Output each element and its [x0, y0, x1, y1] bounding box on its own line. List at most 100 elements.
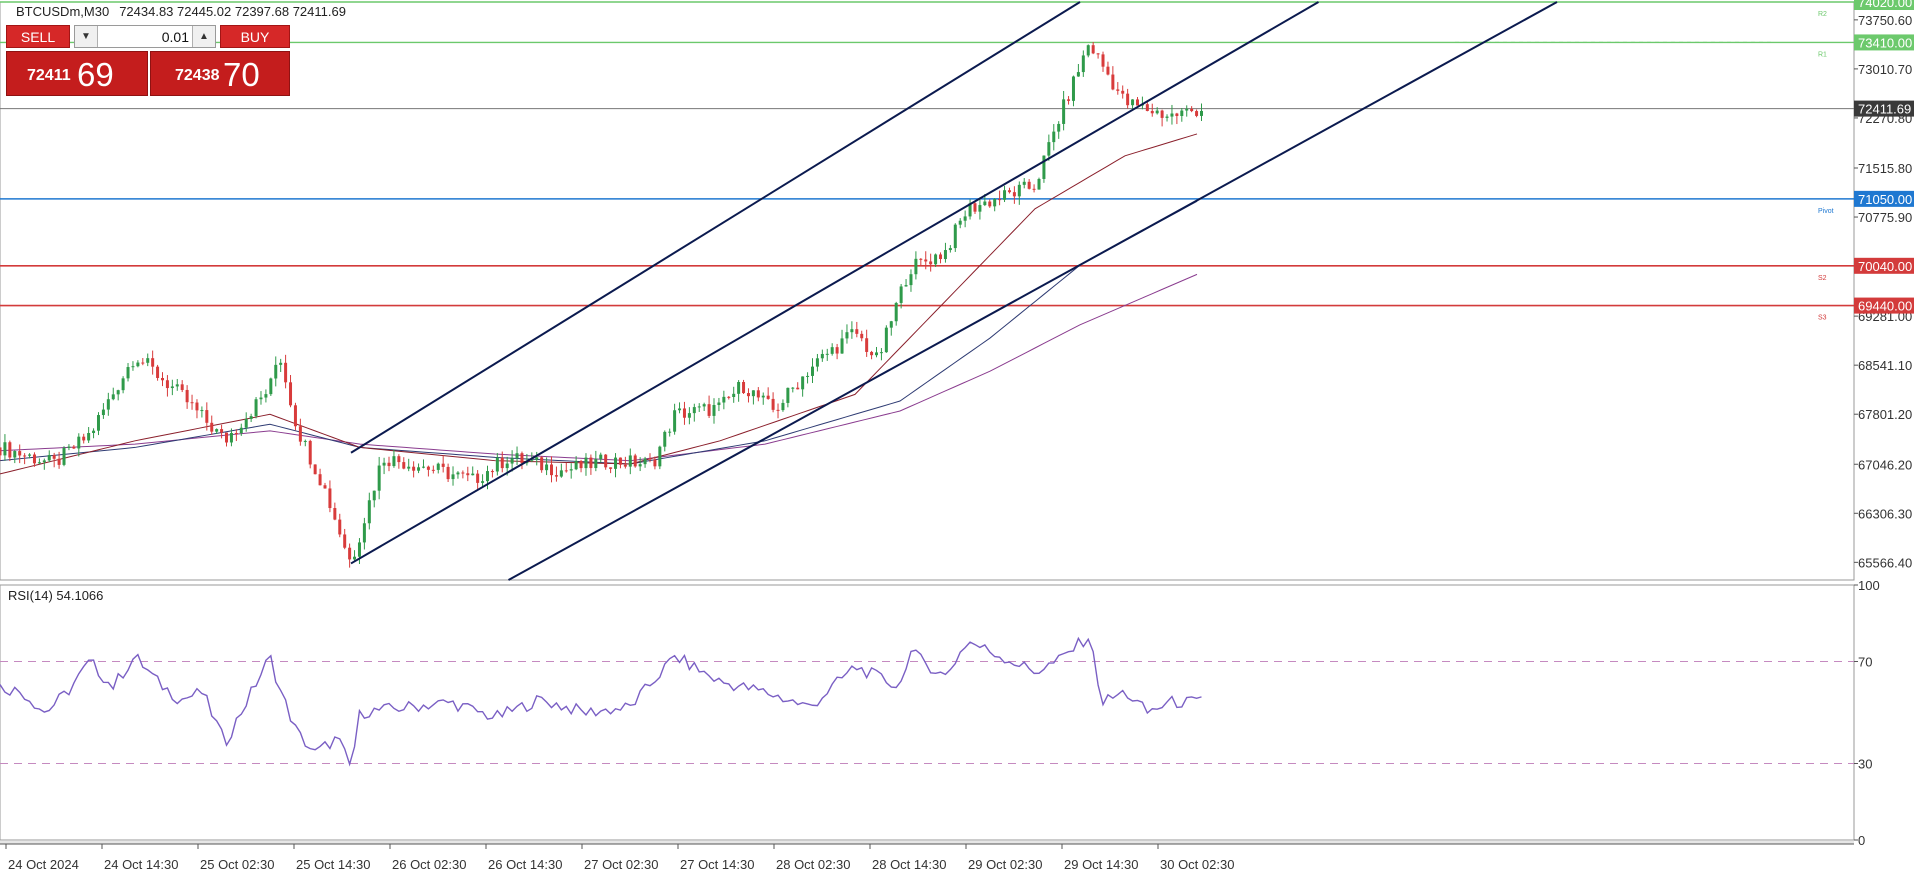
- buy-button[interactable]: BUY: [220, 25, 290, 48]
- candle-bear: [220, 429, 224, 433]
- candle-bull: [1170, 113, 1174, 117]
- candle-bull: [1180, 110, 1184, 117]
- candle-bear: [988, 201, 992, 207]
- rsi-y-tick-label: 30: [1858, 757, 1872, 772]
- candle-bear: [151, 358, 155, 367]
- candle-bull: [101, 409, 105, 416]
- sell-button[interactable]: SELL: [6, 25, 70, 48]
- candle-bear: [924, 259, 928, 262]
- candle-bear: [771, 398, 775, 410]
- candle-bear: [156, 366, 160, 378]
- candle-bear: [500, 457, 504, 469]
- candle-bull: [274, 364, 278, 379]
- candle-bull: [574, 460, 578, 470]
- level-tag-r2: R2: [1818, 11, 1827, 18]
- moving-average-fast: [0, 133, 1198, 475]
- current-price-label: 72411.69: [1858, 102, 1911, 117]
- rsi-y-tick-label: 70: [1858, 655, 1872, 670]
- candle-bull: [249, 416, 253, 419]
- rsi-label: RSI(14) 54.1066: [8, 588, 103, 603]
- candle-bull: [943, 250, 947, 260]
- ask-price-tile[interactable]: 72438 70: [150, 51, 290, 96]
- candle-bull: [62, 447, 66, 465]
- candle-bear: [939, 254, 943, 260]
- candle-bull: [1155, 110, 1159, 114]
- candle-bear: [160, 377, 164, 381]
- pane-divider: [0, 841, 1854, 844]
- lot-size-stepper[interactable]: ▼ ▲: [74, 25, 216, 48]
- candle-bull: [751, 390, 755, 397]
- candle-bull: [510, 458, 514, 464]
- candle-bear: [402, 462, 406, 469]
- candle-bull: [791, 387, 795, 389]
- x-tick-label: 25 Oct 14:30: [296, 857, 370, 872]
- candle-bull: [530, 459, 534, 461]
- lot-size-input[interactable]: [99, 26, 189, 47]
- candle-bull: [264, 394, 268, 398]
- y-tick-label: 70775.90: [1858, 210, 1912, 225]
- candle-bull: [1042, 155, 1046, 179]
- candle-bull: [1047, 142, 1051, 156]
- candle-bull: [357, 542, 361, 557]
- candle-bull: [269, 378, 273, 395]
- candle-bear: [284, 362, 288, 383]
- level-tag-pivot: Pivot: [1818, 208, 1834, 215]
- candle-bear: [766, 395, 770, 399]
- y-tick-label: 73010.70: [1858, 62, 1912, 77]
- candle-bull: [215, 429, 219, 432]
- y-tick-label: 67046.20: [1858, 457, 1912, 472]
- candle-bull: [717, 402, 721, 406]
- candle-bear: [1121, 90, 1125, 94]
- candle-bull: [599, 454, 603, 460]
- level-tag-s3: S3: [1818, 315, 1827, 322]
- candle-bear: [707, 404, 711, 416]
- candle-bull: [481, 481, 485, 483]
- chevron-down-icon[interactable]: ▼: [75, 26, 98, 47]
- candle-bear: [210, 422, 214, 432]
- candle-bull: [1071, 76, 1075, 101]
- candle-bull: [367, 500, 371, 524]
- candle-bear: [343, 534, 347, 548]
- y-tick-label: 66306.30: [1858, 506, 1912, 521]
- symbol-header: BTCUSDm,M30 72434.83 72445.02 72397.68 72…: [16, 4, 346, 19]
- candle-bear: [1111, 74, 1115, 90]
- candle-bull: [904, 285, 908, 287]
- x-tick-label: 27 Oct 14:30: [680, 857, 754, 872]
- candle-bull: [702, 404, 706, 407]
- candle-bull: [303, 440, 307, 442]
- candle-bear: [1096, 53, 1100, 55]
- y-tick-label: 68541.10: [1858, 358, 1912, 373]
- level-tag-r1: R1: [1818, 51, 1827, 58]
- candle-bear: [653, 459, 657, 467]
- candle-bear: [1007, 190, 1011, 193]
- candle-bear: [397, 456, 401, 463]
- candle-bull: [899, 286, 903, 303]
- candle-bull: [451, 474, 455, 480]
- candle-bull: [254, 399, 258, 417]
- trend-channel-line: [350, 1, 1320, 565]
- candle-bull: [1037, 178, 1041, 190]
- candle-bear: [746, 393, 750, 397]
- candle-bull: [1200, 110, 1203, 116]
- chevron-up-icon[interactable]: ▲: [192, 26, 215, 47]
- candle-bull: [382, 462, 386, 466]
- candle-bear: [18, 451, 22, 456]
- candle-bear: [8, 442, 12, 458]
- x-tick-label: 24 Oct 14:30: [104, 857, 178, 872]
- bid-price-tile[interactable]: 72411 69: [6, 51, 148, 96]
- candle-bear: [1116, 89, 1120, 91]
- candle-bull: [407, 466, 411, 469]
- candle-bear: [190, 402, 194, 404]
- level-price-label: 70040.00: [1858, 259, 1912, 274]
- candle-bull: [712, 405, 716, 416]
- candle-bear: [1126, 93, 1130, 106]
- candle-bull: [594, 459, 598, 469]
- candle-bull: [42, 460, 46, 463]
- candle-bull: [362, 523, 366, 543]
- candle-bear: [550, 464, 554, 476]
- candle-bear: [742, 382, 746, 394]
- candle-bear: [289, 382, 293, 406]
- candle-bull: [663, 431, 667, 447]
- candle-bear: [441, 463, 445, 467]
